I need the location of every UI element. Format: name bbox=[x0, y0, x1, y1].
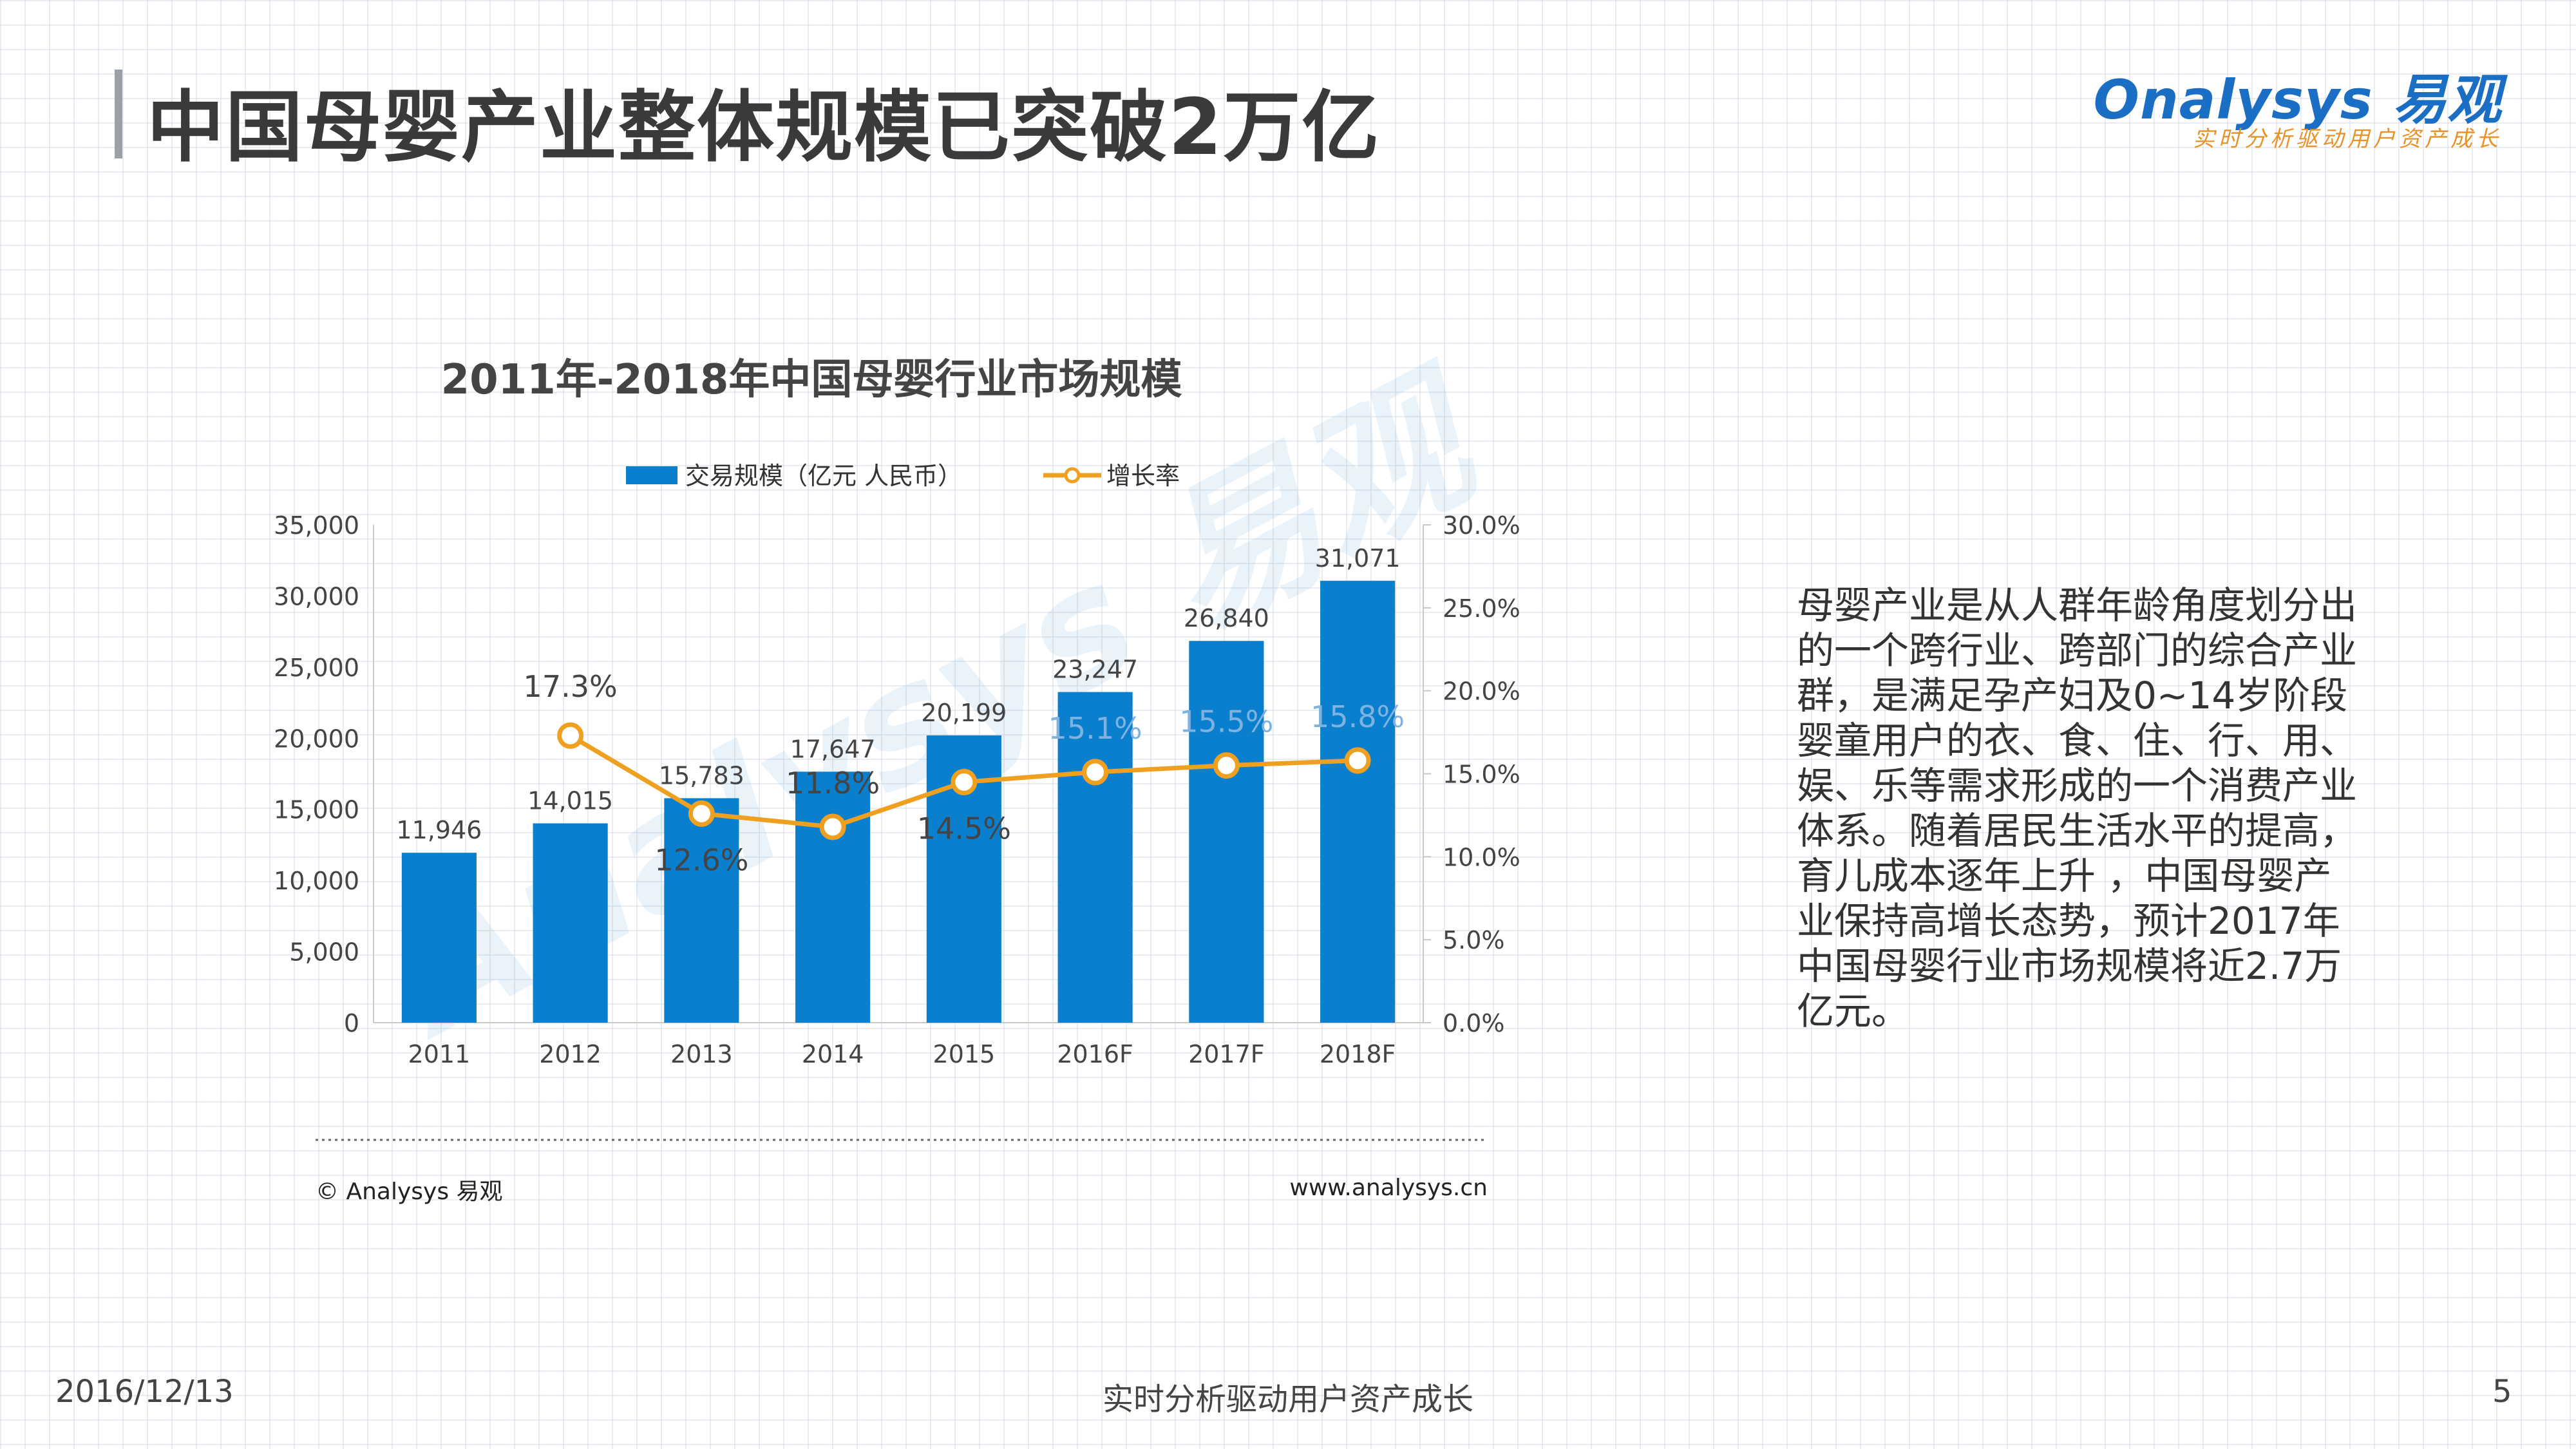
bar-value-label: 23,247 bbox=[1052, 656, 1138, 684]
growth-point-2017F bbox=[1213, 752, 1240, 779]
left-axis-tick-label: 25,000 bbox=[274, 654, 359, 682]
x-axis-tick-label: 2018F bbox=[1320, 1040, 1396, 1068]
bar-value-label: 26,840 bbox=[1184, 604, 1269, 632]
legend-line-marker bbox=[1064, 467, 1081, 484]
right-axis-tick-label: 5.0% bbox=[1443, 926, 1505, 954]
title-accent-bar bbox=[115, 70, 122, 158]
right-axis-tick-label: 0.0% bbox=[1443, 1009, 1505, 1037]
growth-rate-label: 12.6% bbox=[654, 842, 748, 877]
right-axis-tick-label: 30.0% bbox=[1443, 511, 1520, 540]
growth-point-2016F bbox=[1082, 759, 1109, 786]
left-axis-tick-label: 15,000 bbox=[274, 796, 359, 824]
logo-tagline: 实时分析驱动用户资产成长 bbox=[2193, 126, 2502, 152]
x-axis-tick-label: 2016F bbox=[1057, 1040, 1133, 1068]
legend-bar-label: 交易规模（亿元 人民币） bbox=[685, 462, 962, 490]
bar-value-label: 17,647 bbox=[790, 735, 876, 763]
growth-point-2018F bbox=[1344, 747, 1371, 774]
source-credit: © Analysys 易观 bbox=[316, 1179, 503, 1205]
right-axis-tick-label: 20.0% bbox=[1443, 677, 1520, 706]
bar-value-label: 31,071 bbox=[1315, 544, 1401, 573]
chart-title: 2011年-2018年中国母婴行业市场规模 bbox=[440, 356, 1182, 404]
legend-line-label: 增长率 bbox=[1106, 462, 1180, 490]
right-axis-tick-label: 10.0% bbox=[1443, 843, 1520, 871]
analysys-logo[interactable]: Onalysys 易观 实时分析驱动用户资产成长 bbox=[2094, 57, 2502, 153]
growth-rate-label: 15.8% bbox=[1311, 699, 1405, 734]
bar-value-label: 11,946 bbox=[396, 816, 482, 844]
growth-point-2014 bbox=[819, 813, 846, 840]
x-axis-tick-label: 2017F bbox=[1188, 1040, 1265, 1068]
page-title: 中国母婴产业整体规模已突破2万亿 bbox=[147, 83, 1381, 173]
x-axis-tick-label: 2015 bbox=[933, 1040, 996, 1068]
footer-date: 2016/12/13 bbox=[55, 1374, 234, 1410]
bar-2017F bbox=[1189, 641, 1264, 1023]
logo-o-mark: O bbox=[2093, 68, 2140, 131]
footer-tagline: 实时分析驱动用户资产成长 bbox=[1102, 1381, 1473, 1417]
growth-point-2015 bbox=[951, 768, 978, 795]
x-axis-tick-label: 2012 bbox=[539, 1040, 601, 1068]
growth-rate-label: 15.5% bbox=[1179, 705, 1273, 739]
bar-value-label: 14,015 bbox=[527, 786, 613, 815]
bar-2018F bbox=[1320, 580, 1396, 1023]
chart-canvas: 0 5,000 10,000 15,000 20,000 25,000 30,000 35,0… bbox=[274, 462, 1520, 1205]
left-axis-tick-label: 35,000 bbox=[274, 511, 359, 540]
bar-2012 bbox=[533, 823, 608, 1023]
right-axis-tick-label: 15.0% bbox=[1443, 761, 1520, 789]
left-axis-tick-label: 30,000 bbox=[274, 582, 359, 611]
growth-rate-label: 15.1% bbox=[1048, 711, 1142, 746]
left-axis-tick-label: 20,000 bbox=[274, 724, 359, 753]
page-number: 5 bbox=[2492, 1374, 2512, 1410]
bar-value-label: 20,199 bbox=[921, 699, 1007, 727]
bar-value-label: 15,783 bbox=[659, 761, 744, 790]
bar-2013 bbox=[664, 798, 739, 1023]
growth-rate-label: 17.3% bbox=[524, 669, 618, 704]
bar-2011 bbox=[401, 853, 477, 1023]
growth-rate-label: 11.8% bbox=[786, 766, 880, 800]
market-size-chart: 2011年-2018年中国母婴行业市场规模 0 5,000 10,000 15,000… bbox=[245, 335, 1533, 1236]
logo-brand-text: nalysys 易观 bbox=[2139, 68, 2502, 131]
bar-2014 bbox=[795, 772, 871, 1023]
bar-2016F bbox=[1057, 692, 1133, 1023]
x-axis-tick-label: 2013 bbox=[670, 1040, 733, 1068]
left-axis-tick-label: 10,000 bbox=[274, 867, 359, 895]
growth-point-2013 bbox=[688, 800, 715, 827]
logo-brand: Onalysys 易观 bbox=[2094, 57, 2502, 135]
description-text: 母婴产业是从人群年龄角度划分出的一个跨行业、跨部门的综合产业群，是满足孕产妇及0… bbox=[1797, 583, 2358, 1033]
growth-rate-label: 14.5% bbox=[917, 811, 1011, 846]
growth-point-2012 bbox=[557, 722, 584, 749]
right-axis-tick-label: 25.0% bbox=[1443, 594, 1520, 623]
legend-bar-swatch bbox=[626, 466, 677, 484]
x-axis-tick-label: 2014 bbox=[802, 1040, 864, 1068]
x-axis-tick-label: 2011 bbox=[408, 1040, 471, 1068]
left-axis-tick-label: 0 bbox=[344, 1009, 359, 1037]
source-url: www.analysys.cn bbox=[1289, 1175, 1488, 1201]
left-axis-tick-label: 5,000 bbox=[289, 938, 359, 967]
